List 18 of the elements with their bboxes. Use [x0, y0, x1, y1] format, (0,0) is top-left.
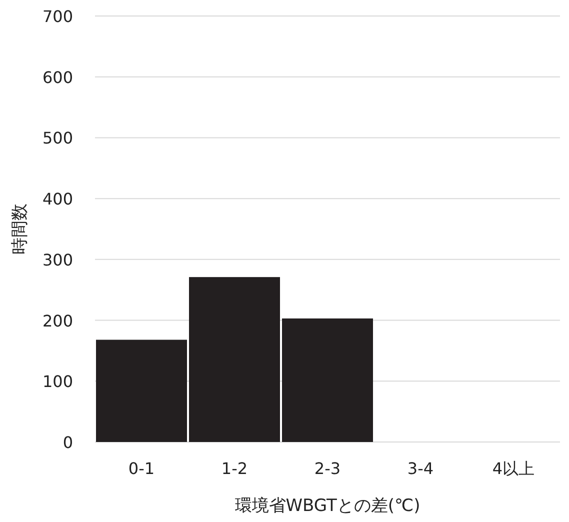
- x-tick-label: 4以上: [492, 459, 535, 478]
- y-tick-label: 0: [62, 433, 73, 452]
- x-tick-label: 1-2: [221, 459, 248, 478]
- bar: [189, 277, 280, 442]
- y-tick-label: 200: [42, 311, 73, 330]
- x-tick-label: 3-4: [407, 459, 434, 478]
- bar: [282, 318, 373, 442]
- x-tick-label: 2-3: [314, 459, 341, 478]
- y-tick-label: 400: [42, 190, 73, 209]
- x-axis-title: 環境省WBGTとの差(℃): [234, 496, 420, 516]
- y-tick-label: 600: [42, 68, 73, 87]
- y-tick-label: 300: [42, 250, 73, 270]
- y-tick-label: 700: [42, 7, 73, 26]
- x-tick-label: 0-1: [128, 459, 155, 478]
- y-tick-label: 500: [42, 128, 73, 148]
- y-tick-label: 100: [42, 372, 73, 392]
- bar: [96, 340, 187, 442]
- y-axis-title: 時間数: [10, 204, 30, 254]
